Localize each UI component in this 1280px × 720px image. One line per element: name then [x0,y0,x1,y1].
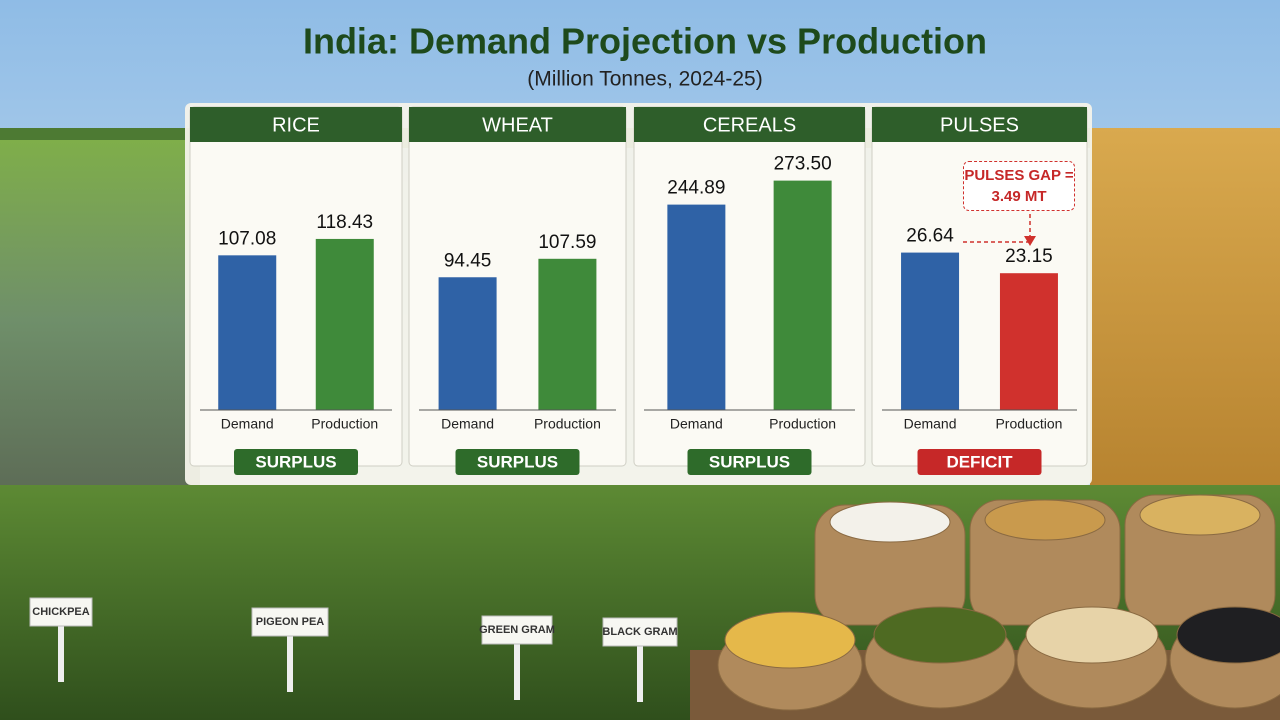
value-label: 118.43 [316,212,373,233]
value-label: 273.50 [774,154,832,175]
sign [29,597,93,627]
urad [1176,606,1280,664]
grain [1139,494,1261,536]
status-badge [917,449,1042,475]
bar [538,258,597,410]
plant-label: CHICKPEA [32,606,90,618]
bar [438,277,497,410]
status-label: SURPLUS [477,452,558,471]
chart-title: India: Demand Projection vs Production [303,21,987,62]
panel-title: CEREALS [703,114,796,136]
panel-header [190,107,402,142]
status-label: SURPLUS [709,452,790,471]
value-label: 107.08 [218,228,276,249]
status-badge [234,449,358,475]
bar [773,180,832,410]
panel-title: WHEAT [482,114,553,136]
bar [315,238,374,410]
panel-header [634,107,865,142]
value-label: 244.89 [667,178,725,199]
x-tick-label: Demand [670,416,723,432]
moong [873,606,1007,664]
plant-label: PIGEON PEA [256,616,325,628]
value-label: 94.45 [444,250,492,271]
value-label: 23.15 [1005,246,1053,267]
status-label: DEFICIT [946,452,1013,471]
sign [481,615,553,645]
bar [667,204,726,410]
panel-title: PULSES [940,114,1019,136]
x-tick-label: Production [534,416,601,432]
value-label: 26.64 [906,226,954,247]
chart-subtitle: (Million Tonnes, 2024-25) [527,68,762,91]
panel-header [409,107,626,142]
status-badge [687,449,812,475]
annotation: PULSES GAP = 3.49 MT [963,161,1075,211]
sign-post [514,644,520,700]
chana [724,611,856,669]
wheat-field [1090,128,1280,508]
sign-post [287,636,293,692]
paddy-field [0,140,200,500]
sign [251,607,329,637]
wheat-grain [984,499,1106,541]
sign [602,617,678,647]
x-tick-label: Demand [441,416,494,432]
x-tick-label: Demand [904,416,957,432]
x-tick-label: Demand [221,416,274,432]
bar [901,252,960,410]
plant-label: BLACK GRAM [602,626,677,638]
x-tick-label: Production [769,416,836,432]
sign-post [637,646,643,702]
status-label: SURPLUS [255,452,336,471]
annotation-arrowhead [1024,236,1036,246]
x-tick-label: Production [995,416,1062,432]
soy [1025,606,1159,664]
sacks [717,494,1280,711]
panel-title: RICE [272,114,320,136]
status-badge [455,449,580,475]
bar [218,255,277,410]
x-tick-label: Production [311,416,378,432]
panel-header [872,107,1087,142]
bar [999,273,1058,410]
rice [829,501,951,543]
plant-label: GREEN GRAM [479,624,555,636]
value-label: 107.59 [538,232,596,253]
sign-post [58,626,64,682]
